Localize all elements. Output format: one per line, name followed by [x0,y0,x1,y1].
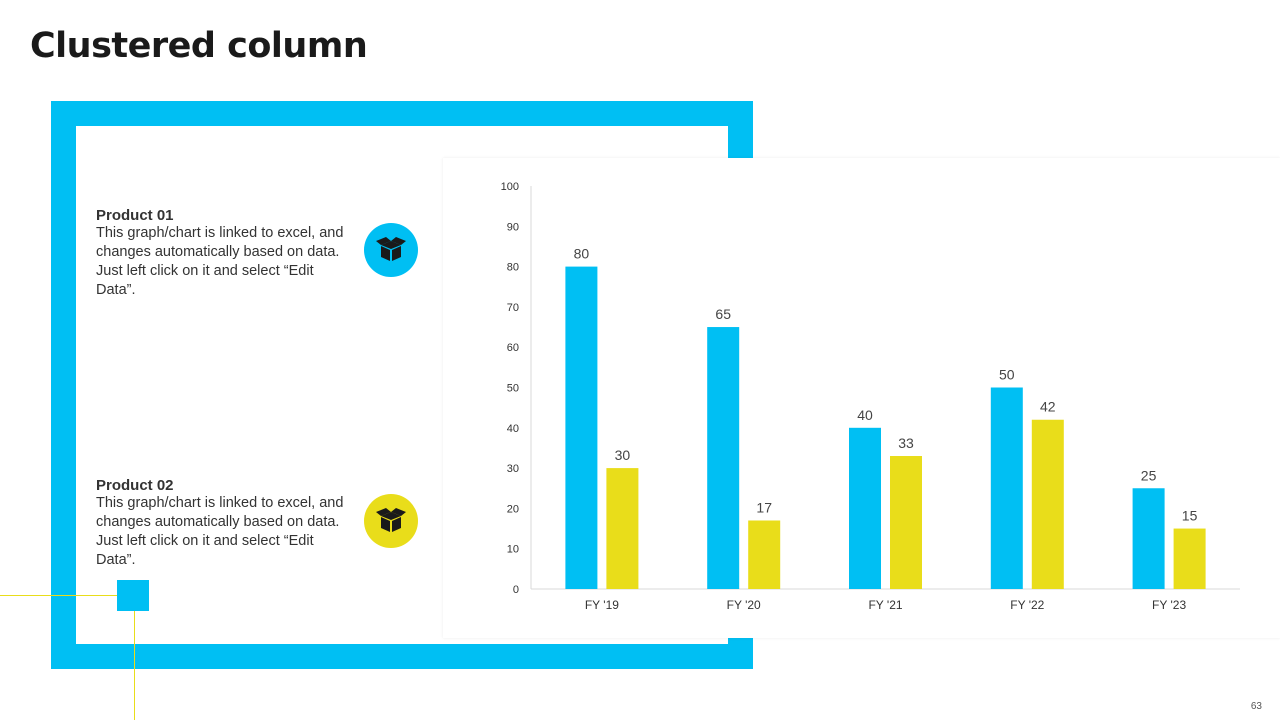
decorative-line-horizontal [0,595,134,596]
bar [707,327,740,589]
data-label: 25 [1141,467,1157,483]
y-tick-label: 30 [507,463,519,475]
y-tick-label: 20 [507,503,519,515]
product-02-block: Product 02 This graph/chart is linked to… [96,477,346,570]
data-label: 30 [615,447,631,463]
data-label: 80 [574,246,590,262]
decorative-square [117,580,149,611]
box-icon [364,494,418,548]
y-tick-label: 100 [501,181,519,193]
y-tick-label: 50 [507,383,519,395]
data-label: 17 [756,499,772,515]
product-01-title: Product 01 [96,207,174,224]
data-label: 40 [857,407,873,423]
clustered-column-chart: 0 10 20 30 40 50 60 70 80 90 100 80 30 FY '19 65 17 FY '… [501,181,1240,612]
y-tick-label: 70 [507,302,519,314]
x-tick-label: FY '21 [868,598,902,612]
y-tick-label: 80 [507,262,519,274]
y-tick-label: 10 [507,544,519,556]
bar [990,387,1023,589]
bar [606,468,639,589]
product-01-description: This graph/chart is linked to excel, and… [96,225,344,298]
bar [1031,419,1064,589]
page-number: 63 [1250,701,1262,712]
data-label: 50 [999,367,1015,383]
y-tick-label: 40 [507,423,519,435]
chart-card: 0 10 20 30 40 50 60 70 80 90 100 80 30 FY '19 65 17 FY '… [443,158,1280,638]
box-icon [364,223,418,277]
x-tick-label: FY '20 [727,598,761,612]
bar [849,427,881,589]
product-02-description: This graph/chart is linked to excel, and… [96,495,344,568]
x-tick-label: FY '23 [1152,598,1186,612]
data-label: 65 [715,306,731,322]
y-tick-label: 60 [507,342,519,354]
bar [1132,488,1165,589]
bar [1173,528,1206,589]
data-label: 42 [1040,399,1056,415]
page-title: Clustered column [30,26,368,66]
bar [890,456,922,589]
box-icon-glyph [376,237,406,261]
box-icon-glyph [376,508,406,532]
y-tick-label: 90 [507,221,519,233]
product-01-block: Product 01 This graph/chart is linked to… [96,207,346,300]
y-tick-label: 0 [513,584,519,596]
x-tick-label: FY '19 [585,598,619,612]
bar [748,520,781,589]
bar [565,266,598,589]
data-label: 15 [1182,508,1198,524]
decorative-line-vertical [134,596,135,720]
x-tick-label: FY '22 [1010,598,1044,612]
product-02-title: Product 02 [96,477,174,494]
data-label: 33 [898,435,914,451]
